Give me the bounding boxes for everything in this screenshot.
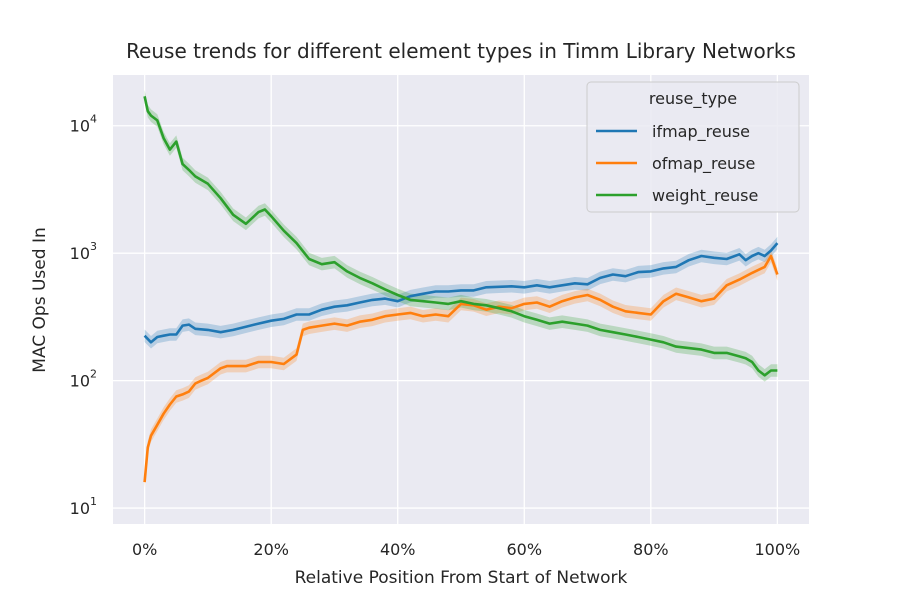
series-line-ifmap_reuse xyxy=(143,242,779,344)
chart-title: Reuse trends for different element types… xyxy=(126,39,796,63)
legend-title: reuse_type xyxy=(649,89,737,109)
y-tick-label: 102 xyxy=(70,368,97,391)
legend-label-ofmap_reuse: ofmap_reuse xyxy=(652,154,755,174)
series-line-ofmap_reuse xyxy=(143,254,779,483)
y-tick-label: 101 xyxy=(70,495,97,518)
legend-label-ifmap_reuse: ifmap_reuse xyxy=(652,122,750,142)
series-line-weight_reuse xyxy=(143,96,778,377)
legend-box xyxy=(586,81,800,213)
x-tick-label: 80% xyxy=(633,540,669,559)
x-axis-ticks: 0% 20% 40% 60% 80% 100% xyxy=(132,540,800,559)
x-axis-label: Relative Position From Start of Network xyxy=(295,568,628,588)
y-axis-label: MAC Ops Used In xyxy=(30,227,50,372)
y-axis-ticks: 101 102 103 104 xyxy=(70,113,97,518)
legend-label-weight_reuse: weight_reuse xyxy=(652,186,758,206)
x-tick-label: 100% xyxy=(754,540,800,559)
x-tick-label: 20% xyxy=(253,540,289,559)
band-ifmap_reuse xyxy=(144,236,778,349)
legend: reuse_type ifmap_reuse ofmap_reuse weight_… xyxy=(586,81,800,213)
y-tick-label: 103 xyxy=(70,240,97,263)
y-tick-label: 104 xyxy=(70,113,97,136)
x-tick-label: 0% xyxy=(132,540,157,559)
x-tick-label: 60% xyxy=(506,540,542,559)
series-lines xyxy=(143,96,779,483)
x-tick-label: 40% xyxy=(380,540,416,559)
